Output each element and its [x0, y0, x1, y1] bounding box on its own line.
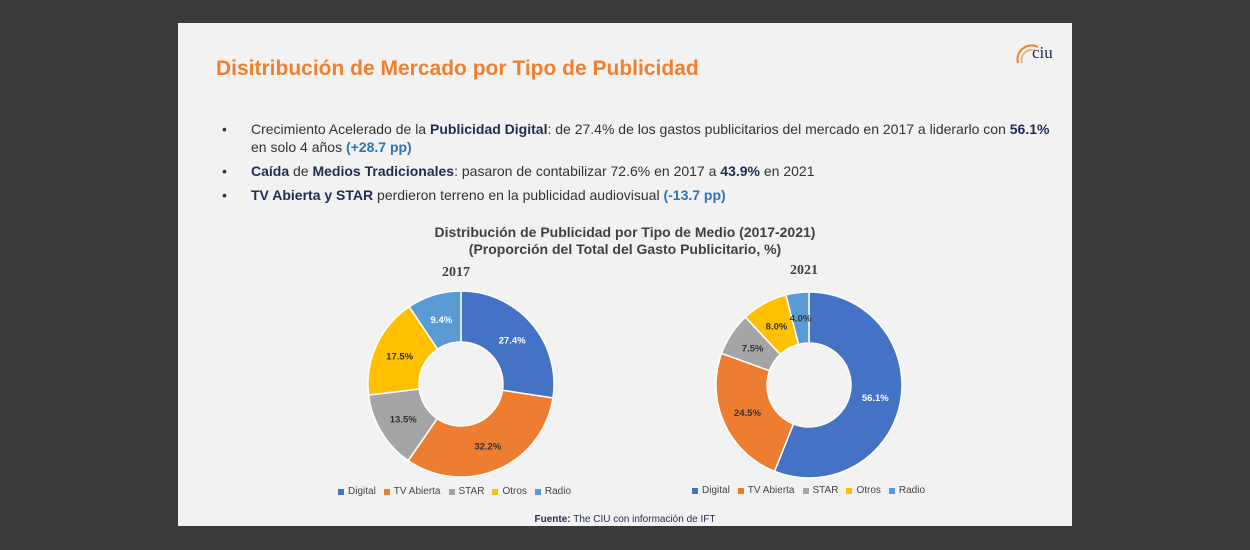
- slice-tv-abierta: [715, 352, 795, 473]
- slice-digital: [460, 290, 555, 399]
- slice-tv-abierta: [407, 389, 554, 478]
- data-label: 32.2%: [474, 441, 501, 452]
- ciu-logo: ciu: [1014, 41, 1062, 71]
- chart-title-main: Distribución de Publicidad por Tipo de M…: [434, 224, 816, 240]
- donut-chart-2021: 56.1% 24.5% 7.5%8.0%4.0%: [715, 291, 903, 479]
- legend-item: Otros: [846, 485, 881, 496]
- legend-label: STAR: [458, 486, 485, 497]
- bullet-text: Caída: [251, 163, 290, 179]
- legend-swatch: [737, 487, 744, 494]
- source-label: Fuente:: [534, 514, 571, 525]
- legend-item: TV Abierta: [383, 486, 441, 497]
- slide-title: Disitribución de Mercado por Tipo de Pub…: [216, 57, 699, 80]
- legend-item: Radio: [888, 485, 926, 496]
- source-text: The CIU con información de IFT: [570, 514, 716, 525]
- bullet-text: en 2021: [759, 163, 815, 179]
- legend-swatch: [888, 487, 895, 494]
- bullet-text: perdieron terreno en la publicidad audio…: [373, 187, 664, 203]
- legend-label: STAR: [812, 485, 839, 496]
- logo-arc-icon: [1016, 44, 1039, 64]
- legend-item: Otros: [492, 486, 527, 497]
- bullet-marker: •: [222, 187, 227, 203]
- logo-text: ciu: [1032, 43, 1053, 62]
- bullet-text: en solo 4 años: [251, 139, 346, 155]
- slice-radio: [408, 290, 462, 351]
- data-label: 27.4%: [499, 336, 526, 347]
- legend-swatch: [692, 487, 698, 494]
- legend-label: TV Abierta: [747, 485, 795, 496]
- legend-item: TV Abierta: [737, 485, 795, 496]
- bullet-text: Publicidad Digital: [430, 121, 548, 137]
- bullet-text: (+28.7 pp): [345, 139, 412, 155]
- legend-label: Radio: [544, 486, 572, 497]
- bullet-text: : de 27.4% de los gastos publicitarios d…: [547, 121, 1010, 137]
- bullet-text: TV Abierta y STAR: [251, 187, 374, 203]
- legend-item: STAR: [802, 485, 839, 496]
- data-label: 7.5%: [742, 343, 764, 354]
- legend-swatch: [534, 488, 541, 495]
- legend-2017: Digital TV Abierta STAR Otros Radio: [338, 486, 571, 497]
- bullet-text: 43.9%: [720, 163, 760, 179]
- bullet-text: de: [289, 163, 313, 179]
- legend-swatch: [492, 488, 499, 495]
- slice-radio: [784, 291, 810, 346]
- year-label-2017: 2017: [442, 265, 470, 280]
- source-note: Fuente: The CIU con información de IFT: [178, 514, 1072, 525]
- legend-swatch: [338, 488, 344, 495]
- legend-label: TV Abierta: [393, 486, 441, 497]
- legend-swatch: [448, 488, 455, 495]
- donut-chart-2017: 27.4% 32.2% 13.5% 17.5% 9.4%: [367, 290, 555, 478]
- bullet-text: Crecimiento Acelerado de la: [251, 121, 430, 137]
- chart-subtitle: (Proporción del Total del Gasto Publicit…: [468, 241, 782, 257]
- year-label-2021: 2021: [790, 263, 818, 278]
- legend-2021: Digital TV Abierta STAR Otros Radio: [692, 485, 925, 496]
- legend-item: STAR: [448, 486, 485, 497]
- data-label: 8.0%: [766, 321, 788, 332]
- bullet-item: • Caída de Medios Tradicionales: pasaron …: [220, 162, 1060, 180]
- data-label: 56.1%: [862, 393, 889, 404]
- legend-label: Otros: [856, 485, 881, 496]
- bullet-item: • TV Abierta y STAR perdieron terreno en …: [220, 186, 1060, 204]
- legend-label: Radio: [898, 485, 926, 496]
- bullet-text: : pasaron de contabilizar 72.6% en 2017 …: [454, 163, 721, 179]
- legend-swatch: [383, 488, 390, 495]
- chart-title: Distribución de Publicidad por Tipo de M…: [178, 224, 1072, 258]
- legend-swatch: [846, 487, 853, 494]
- legend-swatch: [802, 487, 809, 494]
- data-label: 17.5%: [386, 351, 413, 362]
- data-label: 24.5%: [734, 408, 761, 419]
- data-label: 9.4%: [431, 315, 453, 326]
- slide: Disitribución de Mercado por Tipo de Pub…: [178, 23, 1072, 526]
- bullet-item: • Crecimiento Acelerado de la Publicidad …: [220, 120, 1060, 156]
- data-label: 4.0%: [790, 314, 812, 325]
- legend-item: Digital: [338, 486, 376, 497]
- legend-item: Radio: [534, 486, 572, 497]
- slice-digital: [773, 291, 903, 479]
- bullet-marker: •: [222, 163, 227, 179]
- legend-label: Digital: [348, 486, 376, 497]
- bullet-marker: •: [222, 121, 227, 137]
- legend-item: Digital: [692, 485, 730, 496]
- bullet-list: • Crecimiento Acelerado de la Publicidad …: [220, 120, 1060, 210]
- bullet-text: Medios Tradicionales: [312, 163, 455, 179]
- legend-label: Otros: [502, 486, 527, 497]
- data-label: 13.5%: [390, 414, 417, 425]
- legend-label: Digital: [702, 485, 730, 496]
- bullet-text: (-13.7 pp): [663, 187, 726, 203]
- bullet-text: 56.1%: [1009, 121, 1050, 137]
